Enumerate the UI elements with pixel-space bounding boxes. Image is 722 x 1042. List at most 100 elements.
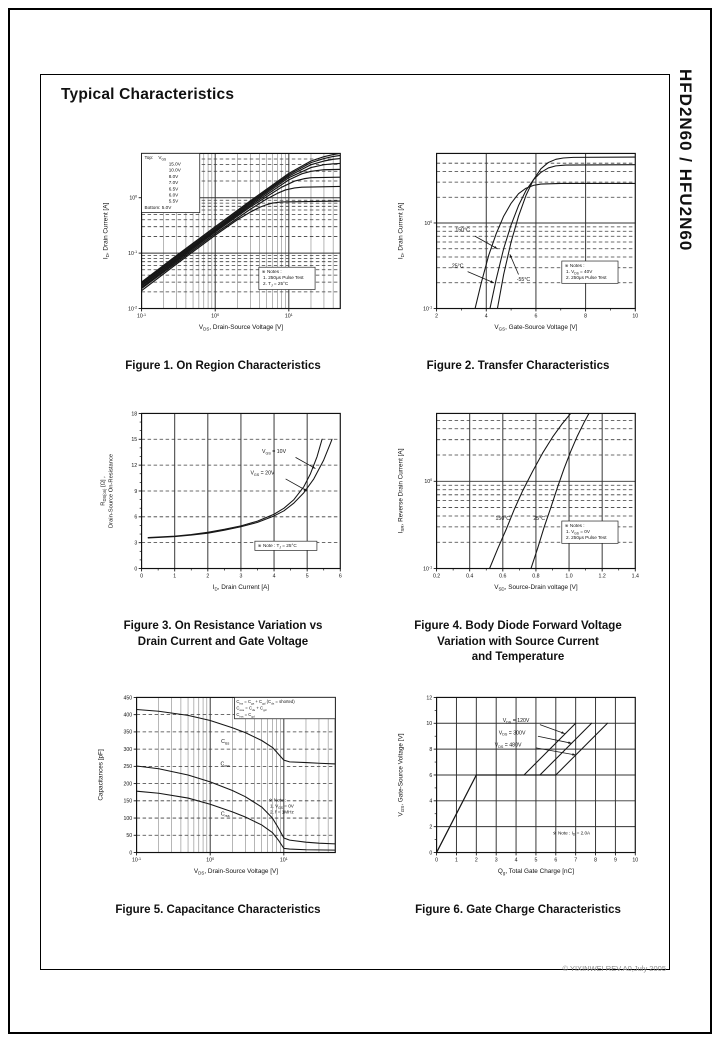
svg-text:※ Note : ID = 2.0A: ※ Note : ID = 2.0A (553, 830, 591, 836)
svg-text:0: 0 (435, 858, 438, 864)
page-border (8, 8, 712, 1034)
svg-text:100: 100 (124, 816, 133, 822)
svg-text:※ Notes :: ※ Notes : (262, 269, 282, 274)
svg-text:1: 1 (455, 858, 458, 864)
svg-text:※ Notes :: ※ Notes : (565, 263, 585, 268)
figure-6-chart: VDS = 120V VDS = 300V VDS = 480V ※ Note : I… (398, 695, 639, 875)
svg-text:ISR, Reverse Drain Current [A]: ISR, Reverse Drain Current [A] (398, 448, 405, 533)
svg-text:Ciss: Ciss (221, 739, 229, 745)
svg-text:150°C: 150°C (455, 227, 470, 233)
svg-text:101: 101 (280, 857, 288, 864)
figure-5-caption: Figure 5. Capacitance Characteristics (115, 904, 321, 916)
figure-2-caption: Figure 2. Transfer Characteristics (426, 360, 610, 372)
svg-text:Top: VGS: Top: VGS (144, 155, 167, 161)
svg-text:2. 250μs Pulse Test: 2. 250μs Pulse Test (565, 535, 608, 540)
svg-text:※ Notes :: ※ Notes : (565, 523, 585, 528)
svg-text:5: 5 (534, 858, 537, 864)
svg-text:Qg, Total Gate Charge [nC]: Qg, Total Gate Charge [nC] (498, 868, 574, 875)
svg-text:※ Note :: ※ Note : (269, 798, 287, 803)
svg-text:Bottom: 5.0V: Bottom: 5.0V (144, 205, 172, 210)
svg-text:2. 250μs Pulse Test: 2. 250μs Pulse Test (565, 275, 608, 280)
svg-text:4: 4 (429, 799, 432, 805)
footer-revision: © YIXINWEI REV.A0,July 2005 (562, 964, 667, 973)
svg-text:10-1: 10-1 (423, 305, 432, 312)
svg-text:100: 100 (129, 195, 137, 202)
svg-text:※ Note : TJ = 25°C: ※ Note : TJ = 25°C (258, 543, 298, 549)
svg-text:2. TJ = 25°C: 2. TJ = 25°C (262, 281, 289, 287)
svg-text:VGS = 10V: VGS = 10V (262, 449, 287, 455)
svg-text:6.0V: 6.0V (169, 192, 179, 197)
svg-text:1.4: 1.4 (632, 574, 639, 580)
svg-text:5: 5 (306, 574, 309, 580)
svg-text:1. 250μs Pulse Test: 1. 250μs Pulse Test (262, 275, 305, 280)
svg-text:ID, Drain Current [A]: ID, Drain Current [A] (398, 203, 405, 260)
svg-text:3: 3 (239, 574, 242, 580)
svg-text:ID, Drain Current [A]: ID, Drain Current [A] (103, 203, 110, 260)
svg-text:0: 0 (140, 574, 143, 580)
svg-text:RDS(on) [Ω] ,: RDS(on) [Ω] , (101, 476, 107, 506)
svg-text:1. VGS = 0V: 1. VGS = 0V (269, 804, 295, 810)
svg-text:Coss = Cds + Cgd: Coss = Cds + Cgd (236, 706, 266, 712)
svg-text:2: 2 (206, 574, 209, 580)
svg-text:9: 9 (614, 858, 617, 864)
svg-text:VSD, Source-Drain voltage [V]: VSD, Source-Drain voltage [V] (494, 584, 578, 591)
page-title: Typical Characteristics (61, 86, 235, 103)
svg-text:250: 250 (124, 764, 133, 770)
svg-text:ID, Drain Current [A]: ID, Drain Current [A] (213, 584, 270, 591)
svg-text:18: 18 (131, 411, 137, 417)
svg-text:0.8: 0.8 (532, 574, 539, 580)
svg-text:25°C: 25°C (533, 516, 545, 522)
svg-text:2. f = 1MHz: 2. f = 1MHz (269, 810, 295, 815)
svg-text:6.5V: 6.5V (169, 186, 179, 191)
figure-3-caption: Figure 3. On Resistance Variation vs Dra… (123, 620, 323, 648)
svg-text:0: 0 (134, 566, 137, 572)
svg-text:400: 400 (124, 713, 133, 719)
svg-text:8: 8 (584, 314, 587, 320)
svg-text:200: 200 (124, 781, 133, 787)
svg-text:6: 6 (339, 574, 342, 580)
svg-text:0.6: 0.6 (499, 574, 506, 580)
svg-text:2: 2 (435, 314, 438, 320)
svg-text:15: 15 (131, 437, 137, 443)
svg-text:VDS, Drain-Source Voltage [V]: VDS, Drain-Source Voltage [V] (194, 868, 278, 875)
svg-text:150°C: 150°C (496, 516, 511, 522)
svg-text:50: 50 (126, 833, 132, 839)
figure-6-caption: Figure 6. Gate Charge Characteristics (415, 904, 621, 916)
svg-text:0.4: 0.4 (466, 574, 473, 580)
svg-text:Crss: Crss (221, 812, 230, 818)
svg-text:10: 10 (426, 721, 432, 727)
figure-1-chart: ※ Notes : 1. 250μs Pulse Test 2. TJ = 25… (103, 152, 341, 331)
svg-text:0.2: 0.2 (433, 574, 440, 580)
svg-text:450: 450 (124, 695, 133, 701)
svg-text:10-1: 10-1 (423, 565, 432, 572)
svg-text:3: 3 (495, 858, 498, 864)
svg-text:Capacitances [pF]: Capacitances [pF] (98, 749, 105, 801)
svg-text:8.0V: 8.0V (169, 174, 179, 179)
svg-text:10-1: 10-1 (132, 857, 141, 864)
svg-text:7: 7 (574, 858, 577, 864)
svg-text:2: 2 (429, 825, 432, 831)
svg-text:6: 6 (534, 314, 537, 320)
svg-text:VDS = 480V: VDS = 480V (495, 743, 522, 749)
svg-text:12: 12 (131, 463, 137, 469)
figure-5-chart: Ciss Coss Crss ※ Note : 1. VGS = 0V 2. f = … (98, 695, 336, 875)
svg-text:2: 2 (475, 858, 478, 864)
svg-text:Crss = Cgd: Crss = Cgd (236, 712, 255, 718)
svg-text:8: 8 (594, 858, 597, 864)
svg-text:1.2: 1.2 (599, 574, 606, 580)
svg-text:1. VDS = 40V: 1. VDS = 40V (565, 269, 594, 275)
svg-text:100: 100 (206, 857, 214, 864)
svg-text:4: 4 (485, 314, 488, 320)
svg-text:7.0V: 7.0V (169, 180, 179, 185)
svg-text:150: 150 (124, 799, 133, 805)
svg-text:101: 101 (285, 313, 293, 320)
svg-text:1. VGS = 0V: 1. VGS = 0V (565, 529, 591, 535)
svg-text:25°C: 25°C (452, 264, 464, 270)
svg-text:10.0V: 10.0V (169, 168, 182, 173)
svg-text:10: 10 (632, 858, 638, 864)
svg-text:-55°C: -55°C (517, 277, 531, 283)
svg-text:350: 350 (124, 730, 133, 736)
svg-text:3: 3 (134, 541, 137, 547)
svg-text:10: 10 (632, 314, 638, 320)
svg-text:0: 0 (129, 850, 132, 856)
